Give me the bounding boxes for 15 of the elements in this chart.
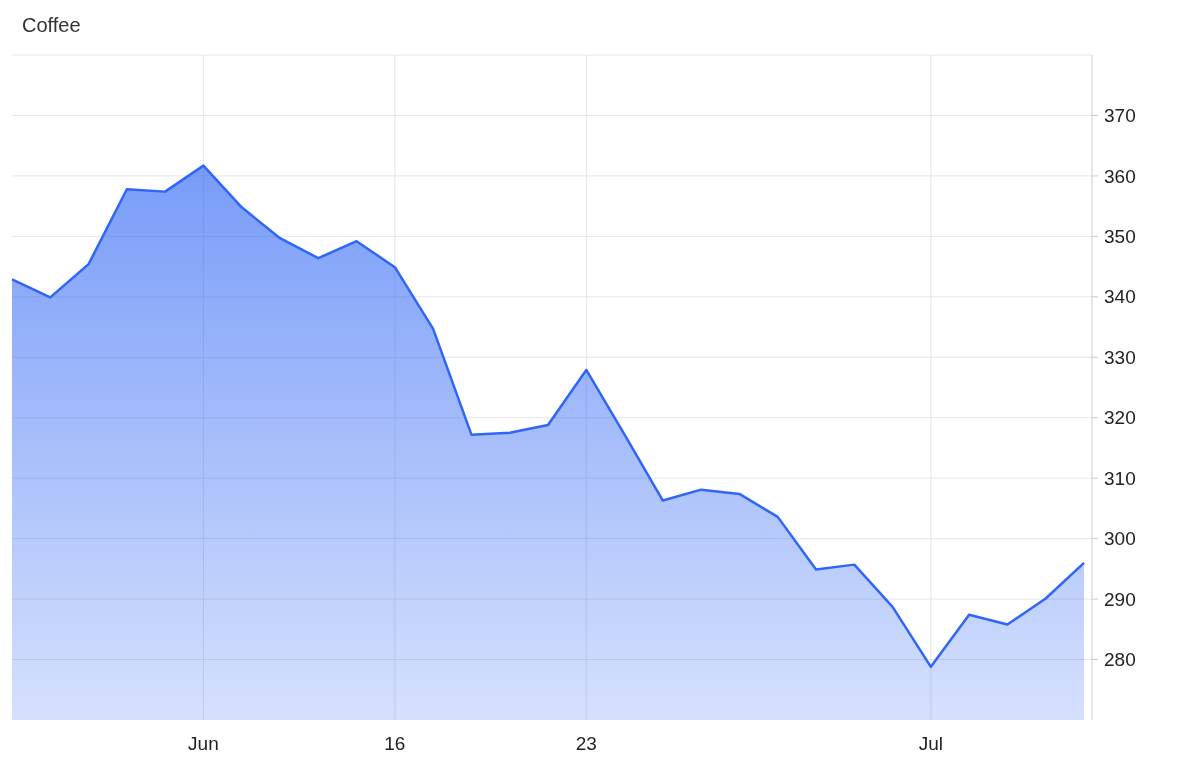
chart-title: Coffee — [22, 14, 81, 36]
x-tick-label: 16 — [384, 733, 406, 754]
y-tick-label: 370 — [1104, 105, 1136, 127]
y-tick-label: 350 — [1104, 226, 1136, 248]
y-tick-label: 320 — [1104, 407, 1136, 429]
y-tick-label: 340 — [1104, 286, 1136, 308]
x-tick-label: Jun — [188, 733, 219, 754]
x-tick-label: Jul — [918, 733, 944, 754]
y-tick-label: 360 — [1104, 165, 1136, 187]
y-tick-label: 330 — [1104, 346, 1136, 368]
y-tick-label: 290 — [1104, 588, 1136, 610]
x-tick-label: 23 — [575, 733, 597, 754]
y-tick-label: 280 — [1104, 649, 1136, 671]
y-tick-label: 300 — [1104, 528, 1136, 550]
y-tick-label: 310 — [1104, 467, 1136, 489]
